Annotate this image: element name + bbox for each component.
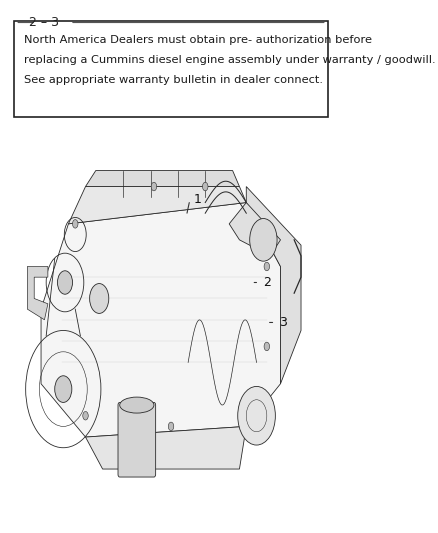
Text: replacing a Cummins diesel engine assembly under warranty / goodwill.: replacing a Cummins diesel engine assemb…	[24, 55, 435, 65]
Circle shape	[202, 182, 208, 191]
Circle shape	[57, 271, 73, 294]
Circle shape	[90, 284, 109, 313]
Circle shape	[264, 262, 269, 271]
Text: 3: 3	[279, 316, 286, 329]
PathPatch shape	[68, 187, 246, 224]
Text: 2 – 3: 2 – 3	[29, 16, 60, 29]
PathPatch shape	[246, 187, 301, 384]
Circle shape	[73, 220, 78, 228]
Circle shape	[151, 182, 157, 191]
Text: North America Dealers must obtain pre- authorization before: North America Dealers must obtain pre- a…	[24, 35, 372, 45]
Circle shape	[264, 342, 269, 351]
Ellipse shape	[120, 397, 154, 413]
Circle shape	[55, 376, 72, 402]
FancyBboxPatch shape	[118, 402, 155, 477]
PathPatch shape	[85, 426, 246, 469]
Circle shape	[250, 219, 277, 261]
Circle shape	[238, 386, 276, 445]
Text: 1: 1	[193, 193, 201, 206]
Circle shape	[83, 411, 88, 420]
Text: See appropriate warranty bulletin in dealer connect.: See appropriate warranty bulletin in dea…	[24, 75, 323, 85]
PathPatch shape	[229, 203, 280, 256]
PathPatch shape	[41, 203, 280, 437]
FancyBboxPatch shape	[14, 21, 328, 117]
PathPatch shape	[27, 266, 48, 320]
Text: 2: 2	[263, 276, 271, 289]
Circle shape	[168, 422, 174, 431]
PathPatch shape	[85, 171, 240, 187]
